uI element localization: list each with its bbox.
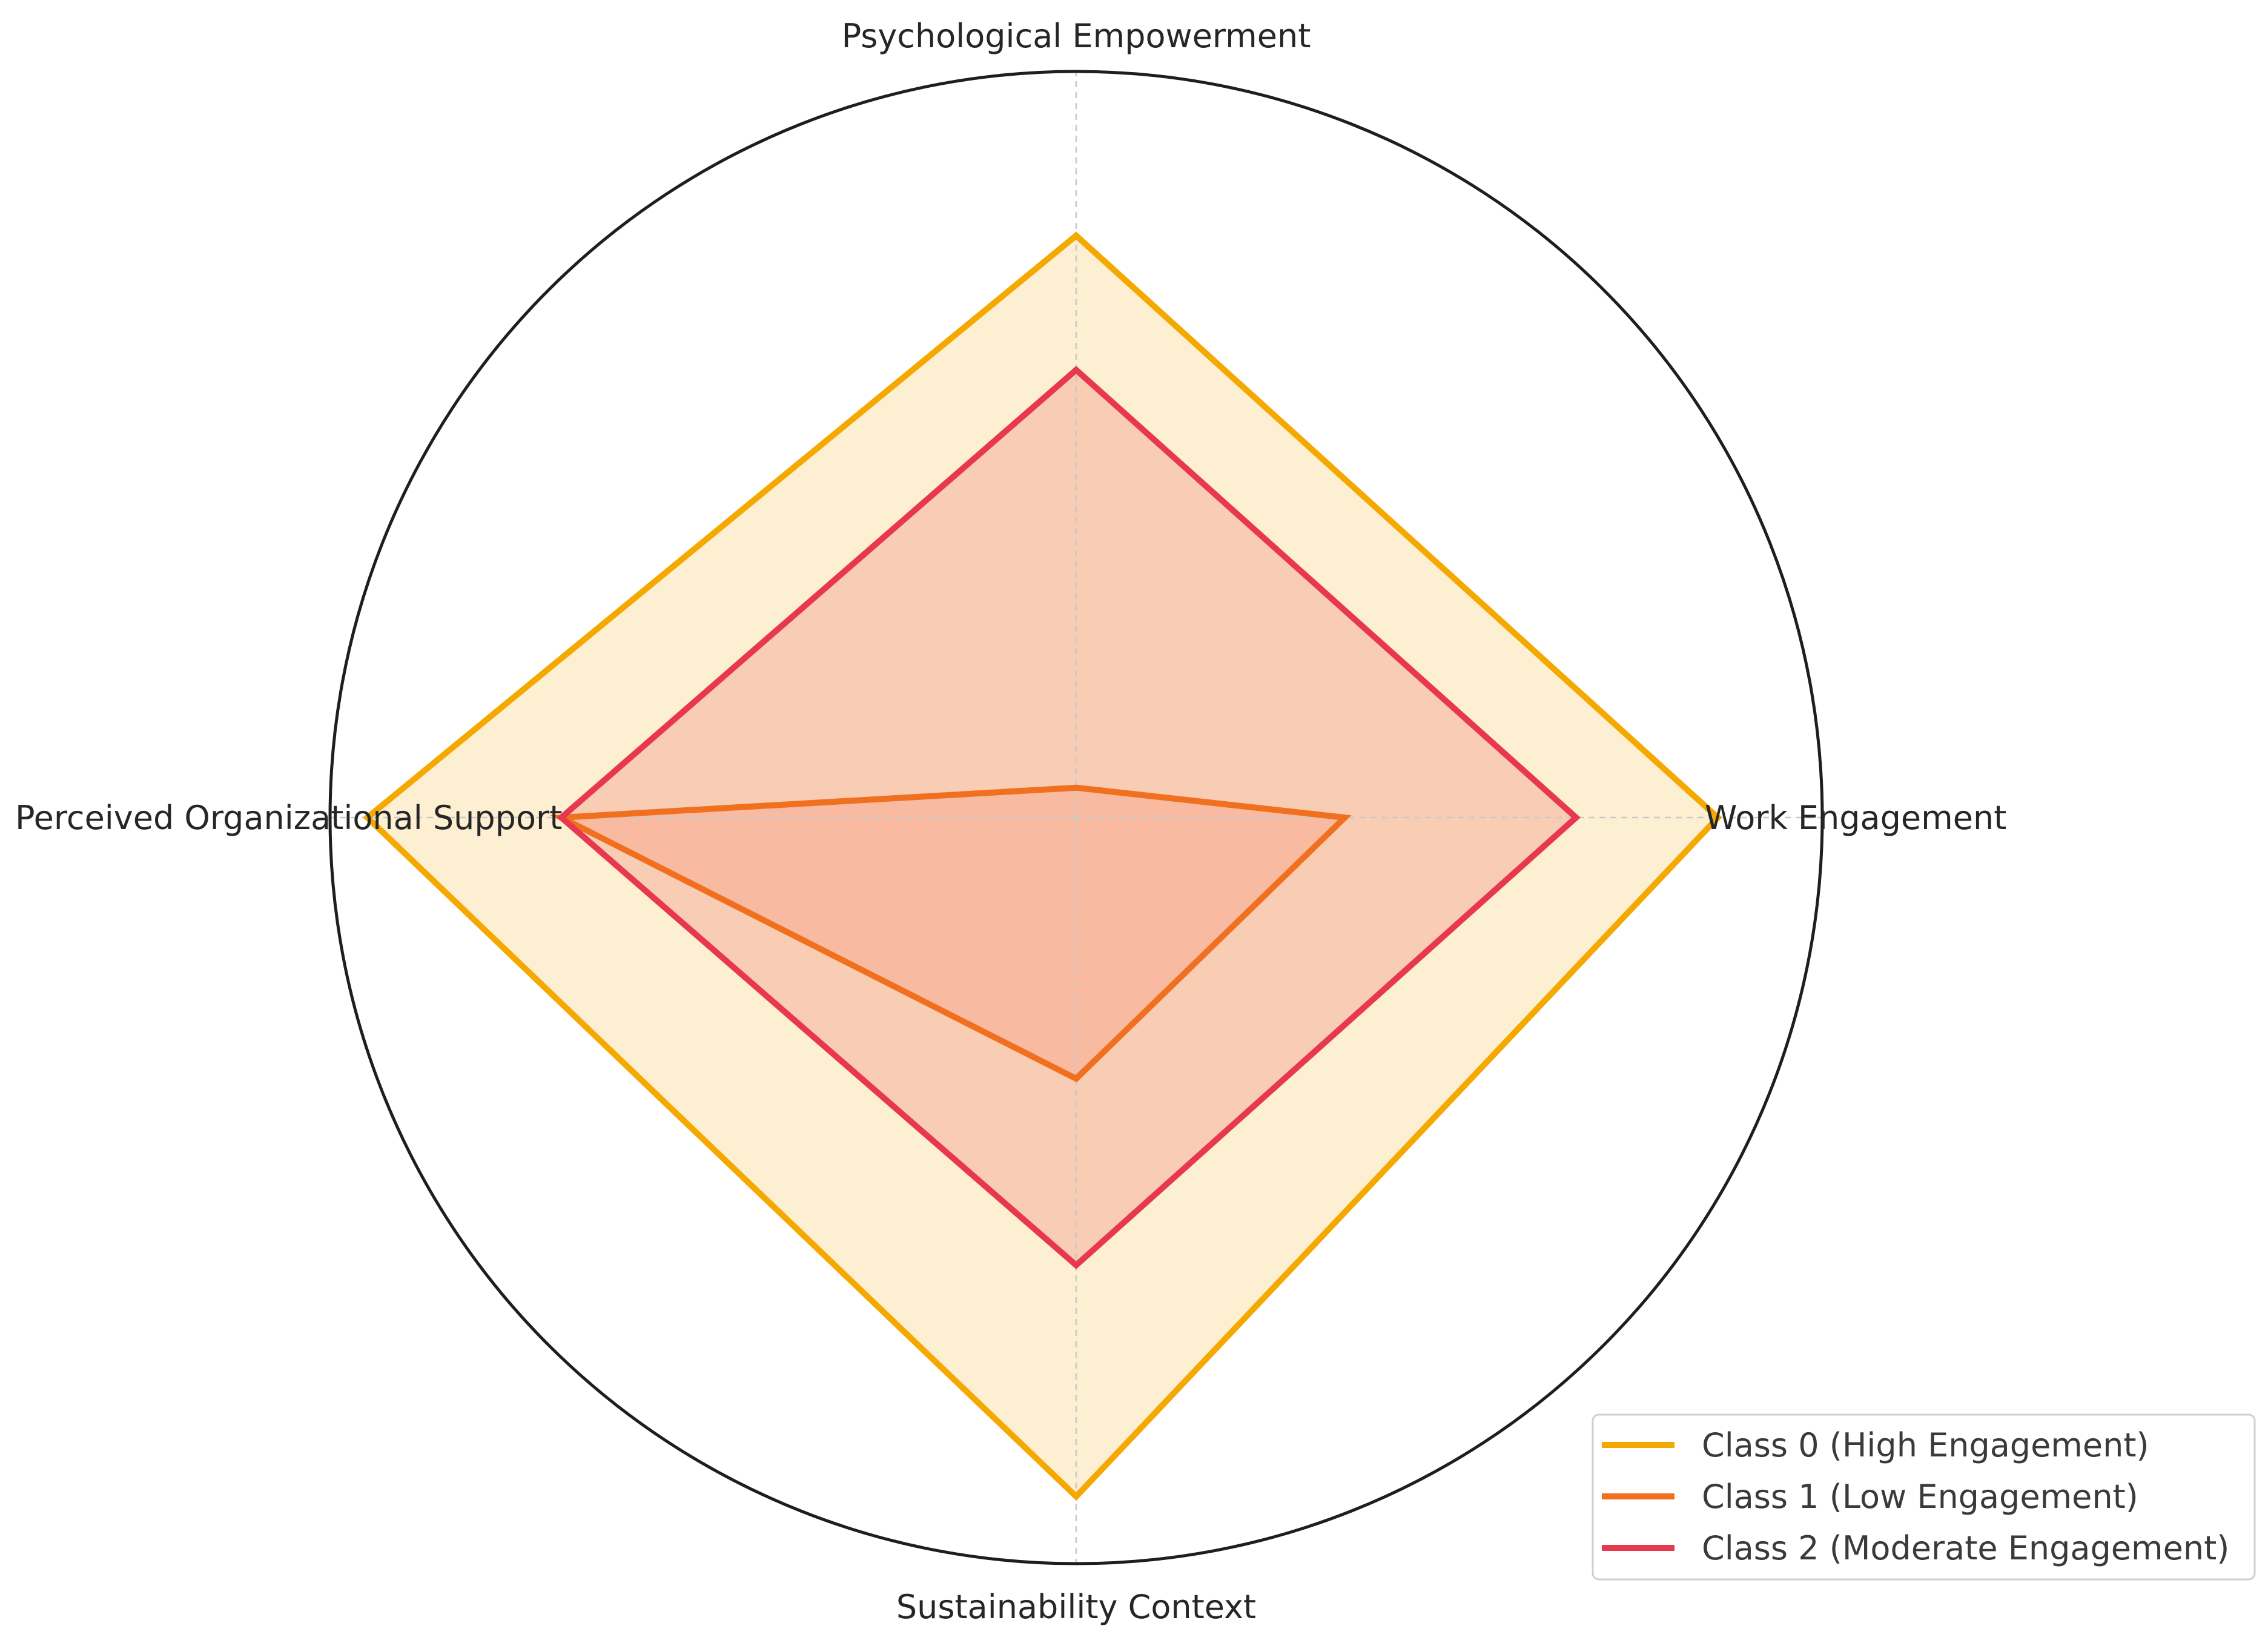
axis-label-perceived-organizational-support: Perceived Organizational Support (15, 799, 562, 837)
legend: Class 0 (High Engagement) Class 1 (Low En… (1592, 1413, 2256, 1581)
legend-label-class-1: Class 1 (Low Engagement) (1702, 1478, 2138, 1516)
axis-label-sustainability-context: Sustainability Context (896, 1588, 1256, 1626)
series-line-class-0 (363, 231, 1722, 1501)
legend-box (1592, 1413, 2256, 1581)
axis-label-work-engagement: Work Engagement (1705, 799, 2006, 837)
legend-label-class-0: Class 0 (High Engagement) (1702, 1426, 2149, 1464)
series-lines (363, 231, 1722, 1501)
axis-label-psychological-empowerment: Psychological Empowerment (842, 17, 1311, 55)
series-line-class-1 (550, 784, 1352, 1083)
axis-labels: Psychological Empowerment Work Engagement… (15, 17, 2006, 1626)
series-fills (367, 236, 1718, 1497)
outer-circle (328, 70, 1824, 1565)
series-line-class-2 (557, 366, 1581, 1269)
radial-grid (328, 70, 1824, 1565)
legend-label-class-2: Class 2 (Moderate Engagement) (1702, 1529, 2229, 1567)
